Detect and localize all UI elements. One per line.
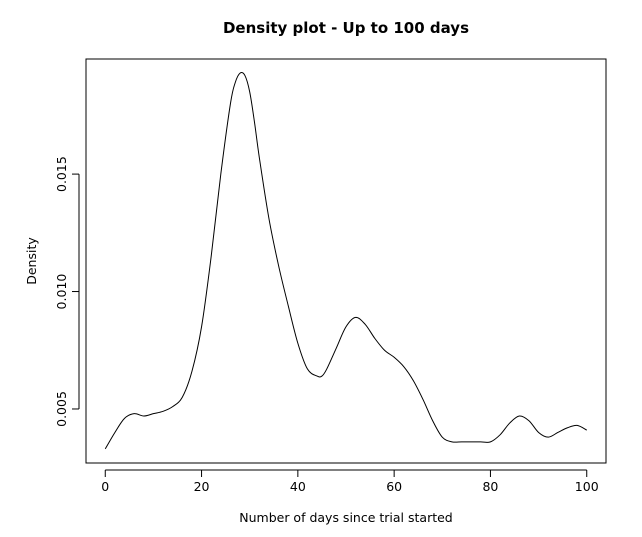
x-tick-label: 40 xyxy=(290,479,306,494)
y-axis-label: Density xyxy=(24,237,39,285)
density-curve xyxy=(104,71,587,450)
plot-frame xyxy=(85,58,607,464)
x-tick-label: 100 xyxy=(575,479,599,494)
y-tick-label: 0.015 xyxy=(54,156,69,192)
x-tick-label: 60 xyxy=(386,479,402,494)
x-tick-label: 20 xyxy=(194,479,210,494)
x-axis: 0 20 40 60 80 100 xyxy=(101,469,599,494)
y-tick-label: 0.005 xyxy=(54,391,69,427)
y-axis: 0.005 0.010 0.015 xyxy=(54,156,80,427)
x-tick-label: 0 xyxy=(101,479,109,494)
x-tick-label: 80 xyxy=(482,479,498,494)
x-axis-label: Number of days since trial started xyxy=(239,510,453,525)
y-tick-label: 0.010 xyxy=(54,274,69,310)
chart-title: Density plot - Up to 100 days xyxy=(223,19,469,37)
